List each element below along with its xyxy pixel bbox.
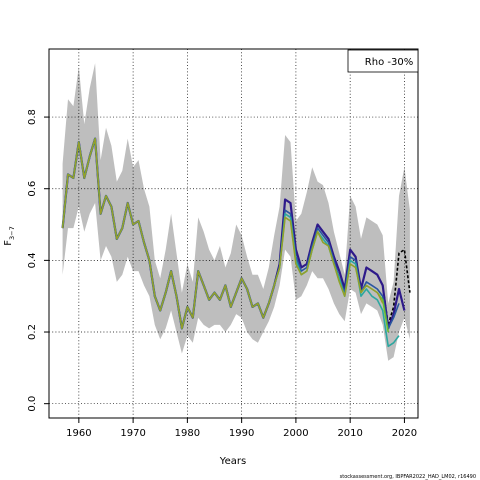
grid xyxy=(49,49,418,418)
x-tick-label: 1980 xyxy=(175,428,200,439)
confidence-band xyxy=(62,63,410,361)
x-axis-title: Years xyxy=(219,456,246,467)
y-axis: 0.0 0.2 0.4 0.6 0.8 xyxy=(27,109,49,412)
series-lines xyxy=(61,137,411,348)
y-tick-label: 0.4 xyxy=(27,252,38,268)
x-axis: 1960 1970 1980 1990 2000 2010 2020 xyxy=(66,418,417,439)
legend-box xyxy=(347,49,419,73)
plot-frame xyxy=(48,48,419,419)
x-tick-label: 1960 xyxy=(66,428,91,439)
y-tick-label: 0.2 xyxy=(27,324,38,340)
series-line-1 xyxy=(381,248,411,326)
y-axis-title-main: F xyxy=(3,240,14,246)
x-tick-label: 2010 xyxy=(337,428,362,439)
y-tick-label: 0.0 xyxy=(27,396,38,412)
x-tick-label: 1970 xyxy=(120,428,145,439)
legend-label: Rho -30% xyxy=(365,57,413,68)
y-tick-label: 0.6 xyxy=(27,181,38,197)
y-tick-label: 0.8 xyxy=(27,109,38,125)
x-tick-label: 2020 xyxy=(392,428,417,439)
x-tick-label: 2000 xyxy=(283,428,308,439)
legend: Rho -30% xyxy=(347,49,419,73)
y-axis-title-subscript: 3−7 xyxy=(8,226,16,240)
confidence-band-area xyxy=(62,63,410,361)
series-line-6 xyxy=(62,138,384,329)
footer-credit: stockassessment.org, IBPFAR2022_HAD_LM02… xyxy=(340,474,476,480)
y-axis-title: F3−7 xyxy=(3,226,16,245)
x-tick-label: 1990 xyxy=(229,428,254,439)
